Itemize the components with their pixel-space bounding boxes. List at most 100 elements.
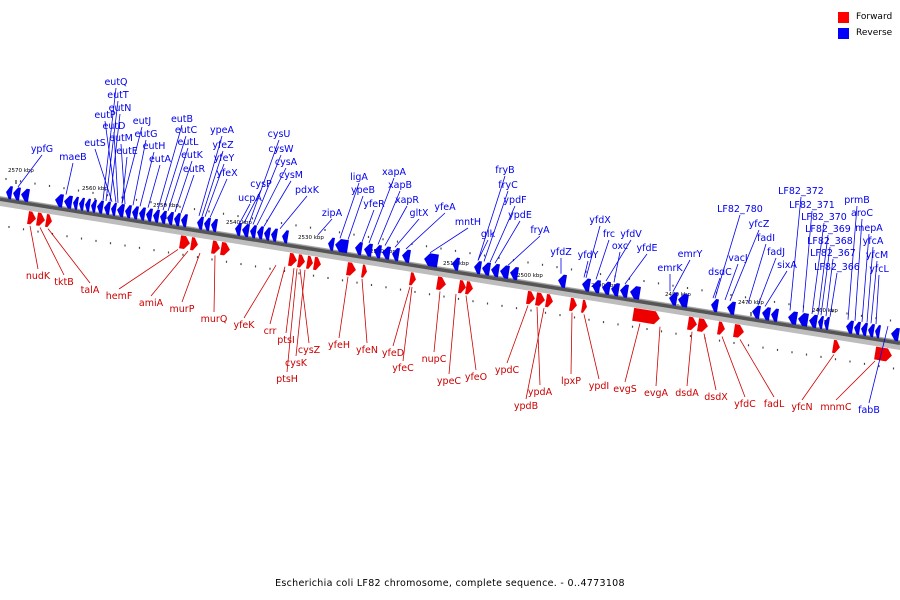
reverse-gene-arrow — [611, 283, 620, 297]
reverse-gene-label-eutH: eutH — [143, 141, 166, 152]
reverse-gene-arrow — [891, 327, 900, 342]
leader-line — [820, 246, 831, 316]
forward-gene-label-ypeC: ypeC — [437, 376, 461, 387]
leader-line — [583, 260, 589, 278]
forward-gene-arrow — [45, 213, 52, 228]
reverse-gene-label-LF82_367: LF82_367 — [810, 248, 856, 259]
forward-gene-arrow — [190, 237, 198, 251]
leader-line — [801, 354, 835, 401]
leader-line — [724, 263, 739, 301]
reverse-gene-label-vacJ: vacJ — [728, 253, 747, 264]
reverse-gene-arrow — [85, 198, 91, 212]
reverse-gene-label-sixA: sixA — [777, 260, 797, 271]
leader-line — [847, 205, 858, 320]
forward-gene-arrow — [569, 297, 577, 312]
reverse-gene-arrow — [510, 266, 519, 281]
scale-label: 2570 kbp — [8, 168, 34, 174]
label-leaders — [17, 87, 889, 404]
reverse-gene-label-yfeY: yfeY — [214, 153, 235, 164]
leader-line — [477, 175, 506, 261]
forward-gene-arrow — [697, 318, 708, 332]
leader-line — [279, 195, 308, 230]
reverse-gene-label-yfdV: yfdV — [620, 229, 642, 240]
leader-line — [150, 250, 189, 297]
reverse-gene-label-frc: frc — [603, 229, 615, 240]
leader-line — [94, 148, 113, 203]
leader-line — [861, 233, 870, 322]
reverse-gene-arrow — [875, 325, 881, 339]
reverse-gene-label-eutN: eutN — [109, 103, 132, 114]
leader-line — [570, 312, 573, 375]
leader-line — [854, 218, 863, 321]
forward-gene-label-mnmC: mnmC — [820, 402, 852, 413]
reverse-gene-arrow — [392, 247, 400, 262]
reverse-gene-label-zipA: zipA — [322, 208, 343, 219]
leader-line — [729, 229, 760, 301]
scale-label: 2530 kbp — [298, 235, 324, 241]
reverse-gene-label-glk: glk — [481, 229, 496, 240]
leader-line — [739, 339, 775, 398]
forward-gene-label-murP: murP — [170, 304, 195, 315]
leader-line — [338, 276, 349, 339]
reverse-gene-label-eutJ: eutJ — [133, 116, 151, 127]
reverse-gene-label-LF82_366: LF82_366 — [814, 262, 860, 273]
leader-line — [295, 269, 306, 357]
leader-line — [339, 182, 360, 239]
leader-line — [433, 291, 441, 353]
forward-gene-label-evgA: evgA — [644, 388, 668, 399]
reverse-gene-arrow — [117, 203, 125, 218]
reverse-gene-arrow — [374, 245, 382, 259]
forward-gene-label-ptsI: ptsI — [277, 335, 295, 346]
reverse-gene-arrow — [79, 197, 85, 211]
forward-gene-arrow — [733, 324, 744, 338]
leader-line — [120, 143, 126, 205]
reverse-gene-label-ypeA: ypeA — [210, 125, 234, 136]
legend: Forward Reverse — [838, 9, 892, 41]
leader-line — [181, 252, 201, 303]
leader-line — [285, 267, 295, 334]
forward-gene-label-dsdA: dsdA — [675, 388, 699, 399]
leader-line — [368, 177, 395, 244]
leader-line — [243, 189, 262, 224]
reverse-gene-label-ypdF: ypdF — [503, 195, 526, 206]
reverse-gene-arrow — [181, 214, 188, 228]
leader-line — [361, 278, 368, 344]
reverse-gene-arrow — [861, 322, 868, 337]
forward-gene-label-yfeD: yfeD — [382, 348, 404, 359]
forward-gene-arrow — [581, 299, 587, 313]
reverse-gene-label-emrY: emrY — [678, 249, 703, 260]
leader-line — [65, 162, 74, 195]
reverse-gene-label-fadJ: fadJ — [767, 247, 785, 258]
leader-line — [299, 268, 310, 344]
leader-line — [204, 163, 225, 217]
leader-line — [180, 174, 195, 214]
reverse-gene-label-yfeR: yfeR — [363, 199, 385, 210]
forward-gene-arrow — [409, 272, 416, 286]
reverse-gene-arrow — [558, 274, 567, 288]
reverse-gene-label-cysP: cysP — [250, 179, 272, 190]
leader-line — [121, 126, 143, 204]
leader-line — [655, 326, 661, 387]
reverse-gene-arrow — [242, 223, 250, 238]
forward-gene-arrow — [211, 240, 220, 254]
forward-gene-label-ypdC: ypdC — [495, 365, 520, 376]
forward-gene-label-evgS: evgS — [613, 384, 637, 395]
reverse-gene-label-eutG: eutG — [135, 129, 158, 140]
forward-gene-label-yfeH: yfeH — [328, 340, 350, 351]
reverse-gene-label-fabB: fabB — [858, 405, 880, 416]
reverse-gene-label-eutL: eutL — [178, 137, 200, 148]
leader-line — [252, 154, 282, 225]
reverse-gene-label-fryA: fryA — [530, 225, 550, 236]
reverse-gene-arrow — [125, 205, 132, 219]
leader-line — [583, 314, 600, 380]
leader-line — [167, 147, 189, 212]
reverse-gene-arrow — [335, 238, 349, 254]
reverse-gene-arrow — [73, 196, 79, 210]
reverse-gene-label-eutA: eutA — [149, 154, 172, 165]
reverse-gene-label-yfcA: yfcA — [863, 236, 884, 247]
forward-swatch — [838, 11, 849, 23]
reverse-gene-arrow — [402, 249, 411, 264]
reverse-gene-label-cysA: cysA — [275, 157, 298, 168]
reverse-gene-arrow — [64, 195, 73, 209]
leader-line — [686, 331, 693, 387]
